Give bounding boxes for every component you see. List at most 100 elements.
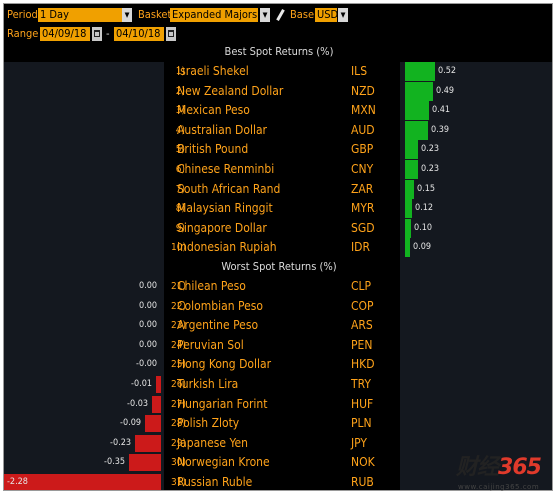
currency-code: CNY — [351, 162, 374, 176]
currency-name: Hong Kong Dollar — [177, 357, 272, 372]
return-bar — [129, 454, 161, 472]
list-item[interactable]: 22) Colombian Peso COP 0.00 — [4, 297, 552, 316]
return-value: -0.00 — [136, 359, 157, 370]
return-bar — [405, 238, 410, 258]
rank-number: 21) — [171, 281, 186, 292]
rank-number: 6) — [175, 164, 185, 175]
rank-number: 22) — [171, 300, 186, 312]
base-select[interactable]: USD — [315, 8, 339, 22]
currency-name: Malaysian Ringgit — [177, 201, 273, 216]
return-bar — [405, 179, 414, 199]
return-value: -0.23 — [110, 437, 131, 448]
return-value: 0.12 — [415, 203, 434, 214]
return-value: 0.41 — [432, 105, 451, 116]
currency-code: ZAR — [351, 181, 374, 196]
list-item[interactable]: 6) Chinese Renminbi CNY 0.23 — [4, 160, 552, 179]
return-value: 0.00 — [138, 320, 157, 331]
rank-number: 4) — [175, 124, 185, 136]
return-value: 0.23 — [421, 144, 440, 155]
basket-label: Basket — [138, 8, 172, 21]
list-item[interactable]: 9) Singapore Dollar SGD 0.10 — [4, 218, 552, 238]
return-bar — [405, 81, 433, 101]
currency-name: Turkish Lira — [177, 377, 239, 391]
negative-bar-panel — [4, 62, 164, 490]
currency-name: Singapore Dollar — [177, 220, 267, 235]
list-item[interactable]: 28) Polish Zloty PLN -0.09 — [4, 414, 552, 433]
watermark-main-red: 365 — [498, 455, 542, 480]
return-value: -0.35 — [104, 457, 125, 468]
return-bar — [135, 434, 161, 452]
return-bar — [145, 415, 161, 433]
list-item[interactable]: 8) Malaysian Ringgit MYR 0.12 — [4, 199, 552, 219]
return-bar — [4, 474, 161, 490]
chevron-down-icon[interactable]: ▼ — [338, 8, 348, 22]
pencil-icon[interactable] — [276, 9, 285, 21]
rank-number: 8) — [175, 203, 185, 215]
return-value: 0.00 — [138, 339, 157, 350]
rank-number: 28) — [171, 418, 186, 430]
return-value: 0.23 — [421, 164, 440, 174]
rank-number: 7) — [175, 183, 185, 195]
rank-number: 9) — [175, 222, 185, 234]
currency-code: TRY — [351, 377, 371, 391]
best-returns-title: Best Spot Returns (%) — [224, 45, 334, 58]
currency-name: Russian Ruble — [177, 475, 253, 489]
calendar-icon[interactable] — [92, 27, 102, 41]
rank-number: 27) — [171, 398, 186, 410]
currency-name: Australian Dollar — [177, 122, 267, 137]
return-value: 0.00 — [138, 281, 157, 291]
list-item[interactable]: 7) South African Rand ZAR 0.15 — [4, 179, 552, 199]
return-bar — [405, 101, 429, 121]
return-value: 0.00 — [138, 300, 157, 311]
currency-name: Hungarian Forint — [177, 396, 268, 411]
list-item[interactable]: 23) Argentine Peso ARS 0.00 — [4, 316, 552, 335]
list-item[interactable]: 21) Chilean Peso CLP 0.00 — [4, 277, 552, 296]
list-item[interactable]: 1) Israeli Shekel ILS 0.52 — [4, 62, 552, 81]
watermark-url: www.caijing365.com — [458, 483, 540, 491]
currency-name: Chilean Peso — [177, 279, 246, 293]
list-item[interactable]: 25) Hong Kong Dollar HKD -0.00 — [4, 355, 552, 374]
currency-name: South African Rand — [177, 181, 281, 196]
return-value: 0.49 — [436, 85, 455, 96]
range-start-input[interactable]: 04/09/18 — [40, 27, 90, 41]
currency-code: IDR — [351, 240, 370, 255]
chevron-down-icon[interactable]: ▼ — [122, 8, 132, 22]
list-item[interactable]: 10) Indonesian Rupiah IDR 0.09 — [4, 238, 552, 258]
basket-select[interactable]: Expanded Majors — [170, 8, 258, 22]
period-label: Period — [7, 8, 38, 21]
rank-number: 1) — [175, 66, 185, 77]
return-bar — [405, 218, 411, 238]
currency-code: AUD — [351, 122, 375, 137]
list-item[interactable]: 27) Hungarian Forint HUF -0.03 — [4, 395, 552, 414]
currency-code: SGD — [351, 220, 375, 235]
list-item[interactable]: 3) Mexican Peso MXN 0.41 — [4, 101, 552, 121]
return-value: 0.09 — [413, 242, 432, 253]
currency-name: Mexican Peso — [177, 103, 250, 118]
currency-code: COP — [351, 298, 374, 313]
period-select[interactable]: 1 Day — [38, 8, 122, 22]
return-bar — [405, 140, 418, 160]
currency-name: Argentine Peso — [177, 318, 259, 333]
list-item[interactable]: 4) Australian Dollar AUD 0.39 — [4, 120, 552, 140]
return-bar — [152, 395, 161, 413]
list-item[interactable]: 5) British Pound GBP 0.23 — [4, 140, 552, 160]
currency-code: GBP — [351, 142, 374, 157]
currency-name: British Pound — [177, 142, 249, 157]
return-bar — [156, 376, 161, 393]
list-item[interactable]: 30) Norwegian Krone NOK -0.35 — [4, 453, 552, 472]
return-bar — [405, 199, 412, 219]
return-bar — [405, 120, 428, 140]
range-end-input[interactable]: 04/10/18 — [114, 27, 164, 41]
currency-code: ARS — [351, 318, 373, 333]
list-item[interactable]: 2) New Zealand Dollar NZD 0.49 — [4, 81, 552, 101]
list-item[interactable]: 24) Peruvian Sol PEN 0.00 — [4, 336, 552, 355]
list-item[interactable]: 31) Russian Ruble RUB -2.28 — [4, 473, 552, 490]
calendar-icon[interactable] — [166, 27, 176, 41]
list-item[interactable]: 29) Japanese Yen JPY -0.23 — [4, 434, 552, 453]
rank-number: 31) — [171, 477, 186, 488]
currency-code: NZD — [351, 83, 375, 98]
return-bar — [405, 160, 418, 179]
currency-code: HKD — [351, 357, 375, 372]
list-item[interactable]: 26) Turkish Lira TRY -0.01 — [4, 375, 552, 394]
chevron-down-icon[interactable]: ▼ — [260, 8, 270, 22]
